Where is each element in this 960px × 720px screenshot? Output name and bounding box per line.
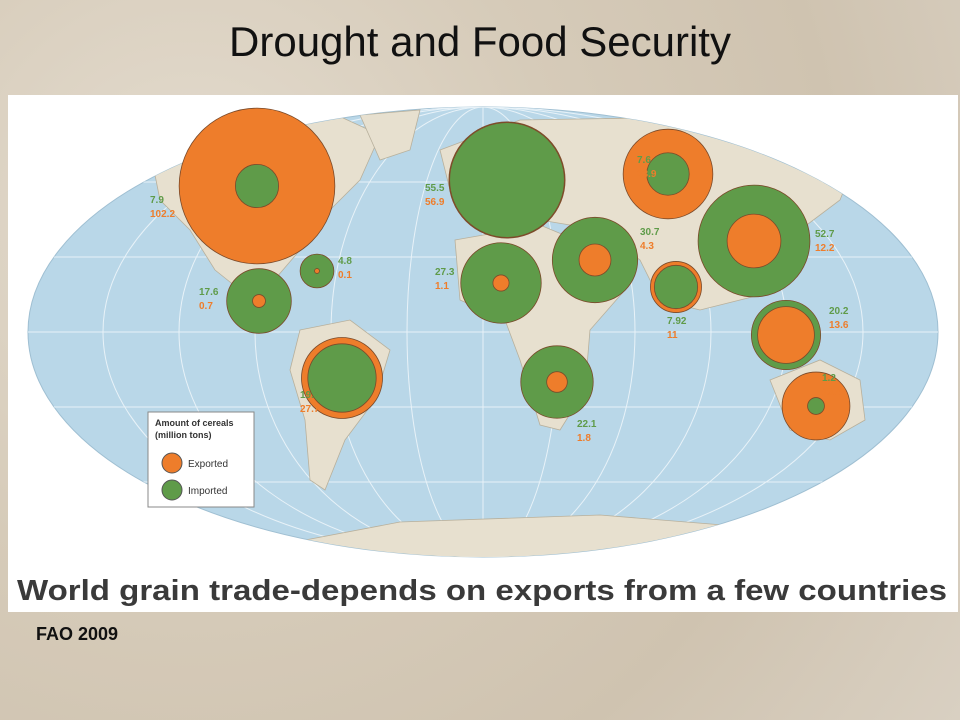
exported-circle <box>492 274 510 292</box>
imported-label: 27.3 <box>435 267 455 278</box>
legend-title: Amount of cereals <box>155 418 234 428</box>
imported-label: 20.2 <box>829 306 849 317</box>
exported-label: 1.1 <box>435 281 449 292</box>
exported-label: 27.7 <box>300 404 320 415</box>
exported-label: 102.2 <box>150 209 175 220</box>
imported-circle <box>807 397 825 415</box>
exported-circle <box>252 294 266 308</box>
exported-label: 12.2 <box>815 243 835 254</box>
imported-circle <box>653 264 699 310</box>
imported-circle <box>234 163 280 209</box>
imported-label: 17.6 <box>199 287 219 298</box>
exported-circle <box>726 213 782 269</box>
imported-circle <box>449 122 565 238</box>
exported-circle <box>757 306 815 364</box>
imported-label: 19.7 <box>300 390 320 401</box>
imported-circle <box>646 152 690 196</box>
exported-label: 11 <box>667 330 678 341</box>
legend-title: (million tons) <box>155 430 212 440</box>
legend-swatch <box>161 479 183 501</box>
source: FAO 2009 <box>36 624 119 644</box>
imported-label: 55.5 <box>425 183 445 194</box>
slide-title: Drought and Food Security <box>229 18 731 65</box>
exported-circle <box>314 268 320 274</box>
imported-label: 7.6 <box>637 155 651 166</box>
exported-label: 19.4 <box>822 387 842 398</box>
imported-label: 30.7 <box>640 227 660 238</box>
exported-circle <box>546 371 568 393</box>
caption: World grain trade-depends on exports fro… <box>17 575 947 607</box>
legend-label: Imported <box>188 486 227 497</box>
imported-label: 4.8 <box>338 256 352 267</box>
imported-label: 1.2 <box>822 373 836 384</box>
legend-swatch <box>161 452 183 474</box>
exported-label: 13.6 <box>829 320 849 331</box>
exported-label: 33.9 <box>637 169 657 180</box>
imported-label: 7.9 <box>150 195 164 206</box>
exported-circle <box>578 243 612 277</box>
imported-label: 22.1 <box>577 419 597 430</box>
legend: Amount of cereals (million tons) Exporte… <box>147 411 255 508</box>
exported-label: 1.8 <box>577 433 591 444</box>
imported-circle <box>307 343 377 413</box>
exported-label: 0.1 <box>338 270 352 281</box>
exported-label: 0.7 <box>199 301 213 312</box>
exported-label: 56.9 <box>425 197 445 208</box>
imported-label: 52.7 <box>815 229 835 240</box>
legend-label: Exported <box>188 459 228 470</box>
exported-label: 4.3 <box>640 241 654 252</box>
imported-label: 7.92 <box>667 316 687 327</box>
